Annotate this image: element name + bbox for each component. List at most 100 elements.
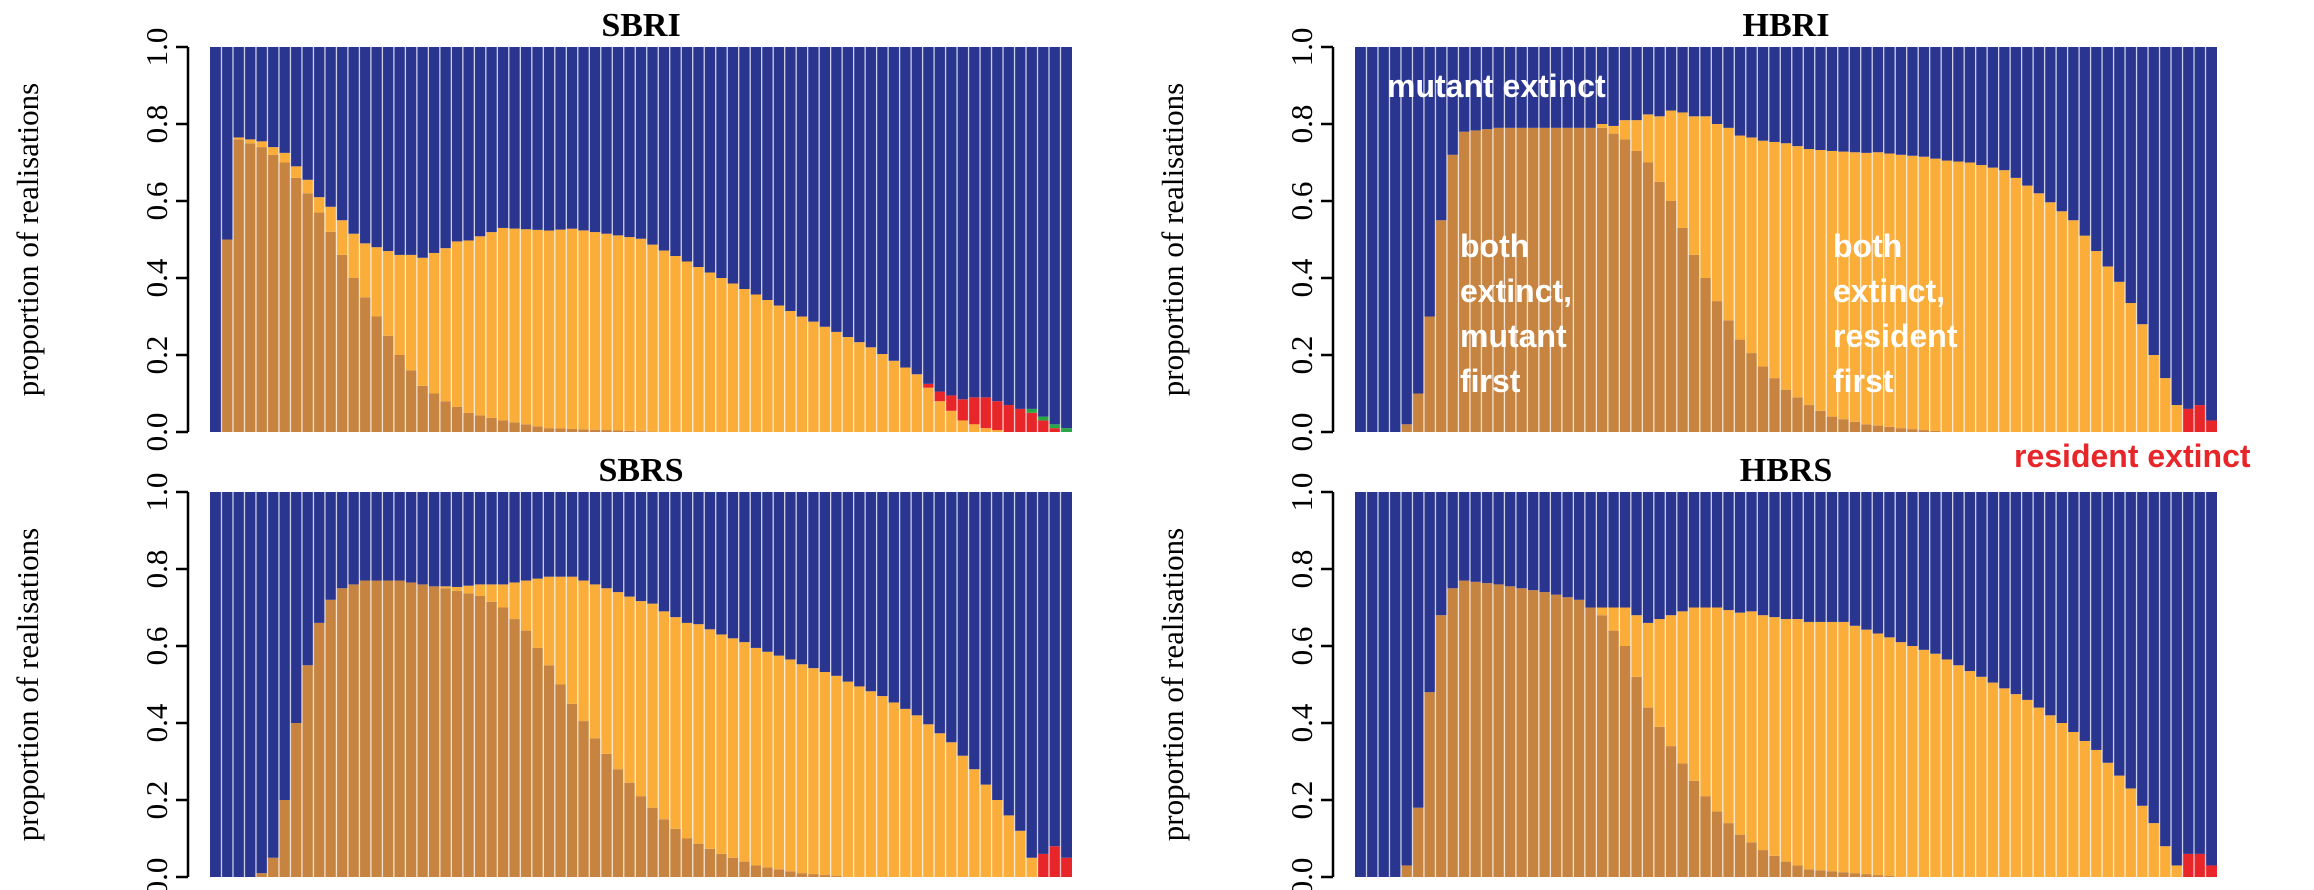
bar-mutant-extinct-71 [1014,492,1027,831]
bar-both-extinct-resident-first-70 [2148,355,2160,432]
bar-mutant-extinct-73 [1037,47,1050,417]
bar-both-extinct-resident-first-44 [1849,152,1861,422]
bar-both-extinct-resident-first-56 [1987,167,1999,432]
bar-both-extinct-resident-first-27 [508,582,521,620]
bar-mutant-extinct-74 [1049,492,1061,847]
bar-mutant-extinct-68 [980,47,992,398]
bar-both-extinct-resident-first-44 [704,272,716,432]
bar-mutant-extinct-70 [1003,492,1015,816]
bar-both-extinct-resident-first-66 [957,420,969,432]
panels: 0.0 0.2 0.4 0.6 0.8 1.0 proportion of realisat… [10,7,2217,890]
bar-mutant-extinct-41 [669,47,682,256]
bar-mutant-extinct-1 [210,47,222,432]
bar-mutant-extinct-72 [1026,492,1038,858]
y-tick-label: 0.4 [139,703,174,742]
bar-both-extinct-resident-first-21 [439,586,452,589]
y-tick-label: 0.6 [1284,182,1319,221]
bar-both-extinct-mutant-first-12 [1481,129,1493,432]
bar-mutant-extinct-54 [819,492,831,672]
bar-both-extinct-mutant-first-31 [554,428,567,432]
chart-title: HBRS [1740,452,1833,489]
bar-mutant-extinct-25 [485,492,498,585]
bar-both-extinct-resident-first-48 [1895,642,1907,877]
bar-both-extinct-resident-first-64 [934,733,946,877]
bar-both-extinct-resident-first-53 [807,321,820,432]
bar-both-extinct-mutant-first-44 [704,848,716,877]
bar-both-extinct-resident-first-34 [1734,135,1746,340]
bar-both-extinct-resident-first-38 [1780,143,1792,390]
bar-mutant-extinct-47 [738,47,751,289]
bar-both-extinct-resident-first-58 [865,691,877,877]
bar-both-extinct-mutant-first-33 [577,429,590,432]
bar-both-extinct-resident-first-55 [830,331,843,432]
bar-mutant-extinct-43 [692,492,705,625]
bar-both-extinct-resident-first-47 [738,642,751,862]
bar-both-extinct-mutant-first-16 [382,580,394,877]
bar-both-extinct-mutant-first-23 [462,412,475,432]
bar-mutant-extinct-27 [508,492,521,583]
bar-both-extinct-resident-first-55 [830,675,843,877]
bar-mutant-extinct-23 [462,492,475,586]
bar-both-extinct-resident-first-40 [1803,621,1815,870]
bar-both-extinct-mutant-first-4 [244,143,256,432]
bar-both-extinct-resident-first-15 [370,247,383,317]
bar-both-extinct-resident-first-41 [1814,621,1827,871]
bar-both-extinct-mutant-first-35 [600,753,613,877]
bar-both-extinct-mutant-first-30 [543,665,555,877]
bar-mutant-extinct-69 [991,492,1004,800]
bar-mutant-extinct-20 [1573,492,1585,600]
bar-mutant-extinct-44 [704,47,716,273]
bar-both-extinct-mutant-first-20 [428,393,440,432]
bar-both-extinct-resident-first-43 [1837,621,1850,873]
bar-both-extinct-resident-first-26 [1642,114,1654,163]
bar-mutant-extinct-57 [853,492,866,687]
bar-both-extinct-mutant-first-33 [1722,823,1735,877]
bar-both-extinct-resident-first-65 [2090,251,2103,432]
bar-mutant-extinct-11 [1469,47,1482,131]
bar-both-extinct-resident-first-56 [1987,682,1999,877]
bar-mutant-extinct-36 [612,492,624,593]
bar-both-extinct-resident-first-31 [1699,607,1712,797]
bar-resident-extinct-64 [934,391,946,402]
bar-both-extinct-resident-first-37 [623,237,636,431]
bar-mutant-extinct-69 [2136,47,2149,325]
bar-both-extinct-mutant-first-38 [1780,389,1792,432]
bar-both-extinct-mutant-first-50 [773,869,785,877]
bar-mutant-extinct-20 [428,492,440,587]
bar-both-extinct-mutant-first-21 [439,401,452,432]
bar-both-extinct-mutant-first-28 [520,630,532,877]
bar-both-extinct-mutant-first-27 [1653,181,1666,432]
bar-resident-extinct-69 [991,401,1004,431]
bar-series-75 [1060,428,1072,432]
bar-mutant-extinct-11 [1469,492,1482,582]
bar-both-extinct-resident-first-36 [1757,615,1769,851]
bar-both-extinct-resident-first-65 [2090,749,2103,877]
bar-both-extinct-resident-first-35 [1745,137,1758,354]
bar-both-extinct-mutant-first-7 [278,162,291,432]
bar-mutant-extinct-59 [2021,47,2034,186]
bar-both-extinct-resident-first-49 [761,300,774,432]
bar-resident-extinct-73 [1037,853,1050,877]
bar-mutant-extinct-3 [232,47,245,138]
bar-both-extinct-resident-first-53 [1952,665,1965,877]
bar-both-extinct-resident-first-57 [1998,170,2011,432]
bar-mutant-extinct-2 [1366,492,1378,877]
bar-mutant-extinct-10 [1458,492,1470,581]
bar-both-extinct-resident-first-4 [244,139,256,144]
bar-mutant-extinct-27 [508,47,521,229]
bar-mutant-extinct-43 [1837,47,1850,152]
bar-mutant-extinct-24 [474,492,486,585]
bar-both-extinct-mutant-first-14 [1504,586,1516,877]
bar-mutant-extinct-3 [1377,47,1390,432]
bar-both-extinct-mutant-first-45 [1860,424,1873,432]
y-tick-label: 0.0 [139,413,174,452]
bar-mutant-extinct-17 [393,492,406,581]
bar-both-extinct-mutant-first-23 [1607,133,1620,432]
bar-mutant-extinct-45 [715,492,728,635]
bar-both-extinct-resident-first-51 [1929,653,1942,877]
bar-mutant-extinct-52 [796,47,808,317]
bar-both-extinct-resident-first-67 [968,424,981,432]
bar-mutant-extinct-65 [945,47,958,396]
bar-mutant-extinct-18 [405,492,417,583]
bar-both-extinct-resident-first-34 [589,584,601,739]
